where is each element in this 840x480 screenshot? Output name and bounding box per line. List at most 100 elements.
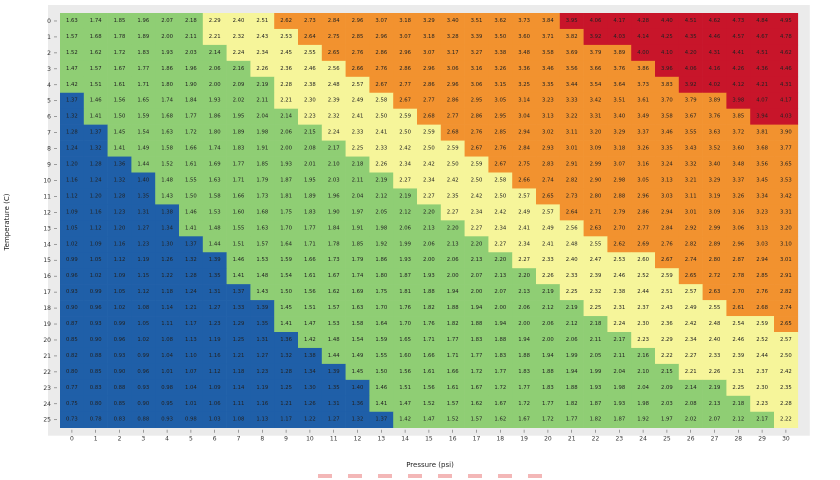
cell-value-label: 4.62 <box>709 18 721 24</box>
heatmap-cell <box>274 363 299 381</box>
heatmap-cell <box>678 108 703 125</box>
heatmap-cell <box>60 188 85 205</box>
cell-value-label: 1.19 <box>256 385 268 391</box>
cell-value-label: 2.82 <box>780 289 792 295</box>
cell-value-label: 1.50 <box>185 193 197 199</box>
heatmap-cell <box>369 13 394 30</box>
cell-value-label: 1.49 <box>352 353 364 359</box>
heatmap-cell <box>226 13 251 30</box>
heatmap-cell <box>750 379 775 397</box>
heatmap-cell <box>750 76 775 94</box>
cell-value-label: 2.65 <box>328 50 340 56</box>
cell-value-label: 1.63 <box>256 225 268 231</box>
y-tick-label: 20 <box>43 337 51 344</box>
cell-value-label: 3.71 <box>542 34 554 40</box>
cell-value-label: 2.49 <box>352 98 364 104</box>
cell-value-label: 1.82 <box>590 417 602 423</box>
heatmap-cell <box>583 156 608 173</box>
cell-value-label: 2.53 <box>613 257 625 263</box>
heatmap-cell <box>179 284 204 301</box>
cell-value-label: 3.48 <box>518 50 530 56</box>
cell-value-label: 1.42 <box>304 337 316 343</box>
cell-value-label: 1.01 <box>161 369 173 375</box>
cell-value-label: 1.16 <box>90 209 102 215</box>
heatmap-cell <box>559 172 584 189</box>
cell-value-label: 1.12 <box>137 289 149 295</box>
cell-value-label: 3.62 <box>494 18 506 24</box>
heatmap-cell <box>583 236 608 253</box>
y-tick-label: 23 <box>43 385 51 392</box>
cell-value-label: 2.42 <box>494 209 506 215</box>
heatmap-cell <box>512 332 537 349</box>
cell-value-label: 1.13 <box>185 337 197 343</box>
heatmap-cell <box>83 140 108 157</box>
cell-value-label: 3.45 <box>756 177 768 183</box>
heatmap-cell <box>488 92 513 109</box>
cell-value-label: 1.30 <box>161 241 173 247</box>
heatmap-cell <box>464 156 489 173</box>
cell-value-label: 1.45 <box>114 130 126 136</box>
cell-value-label: 1.63 <box>161 130 173 136</box>
heatmap-cell <box>512 236 537 253</box>
cell-value-label: 2.49 <box>542 225 554 231</box>
cell-value-label: 3.60 <box>732 146 744 152</box>
heatmap-cell <box>559 395 584 413</box>
cell-value-label: 2.33 <box>352 130 364 136</box>
cell-value-label: 3.81 <box>756 130 768 136</box>
heatmap-cell <box>83 188 108 205</box>
heatmap-cell <box>655 268 680 285</box>
cell-value-label: 1.48 <box>209 225 221 231</box>
cell-value-label: 1.17 <box>280 417 292 423</box>
cell-value-label: 2.79 <box>613 209 625 215</box>
cell-value-label: 1.72 <box>542 417 554 423</box>
cell-value-label: 2.03 <box>328 177 340 183</box>
cell-value-label: 2.42 <box>780 369 792 375</box>
heatmap-cell <box>774 44 799 62</box>
heatmap-cell <box>512 172 537 189</box>
cell-value-label: 1.46 <box>375 385 387 391</box>
cell-value-label: 1.69 <box>209 162 221 168</box>
cell-value-label: 3.72 <box>732 130 744 136</box>
heatmap-cell <box>345 332 370 349</box>
heatmap-cell <box>702 60 727 78</box>
heatmap-cell <box>726 44 751 62</box>
heatmap-cell <box>393 44 418 62</box>
heatmap-cell <box>274 60 299 78</box>
cell-value-label: 1.63 <box>209 177 221 183</box>
cell-value-label: 1.28 <box>66 130 78 136</box>
cell-value-label: 4.06 <box>590 18 602 24</box>
cell-value-label: 1.99 <box>399 241 411 247</box>
heatmap-cell <box>202 316 227 333</box>
heatmap-cell <box>83 28 108 46</box>
cell-value-label: 3.73 <box>518 18 530 24</box>
cell-value-label: 4.35 <box>685 34 697 40</box>
cell-value-label: 1.35 <box>256 321 268 327</box>
cell-value-label: 2.42 <box>685 321 697 327</box>
cell-value-label: 2.96 <box>732 241 744 247</box>
heatmap-cell <box>631 332 656 349</box>
cell-value-label: 2.95 <box>494 114 506 120</box>
heatmap-cell <box>702 204 727 221</box>
cell-value-label: 2.33 <box>709 353 721 359</box>
heatmap-cell <box>702 332 727 349</box>
cell-value-label: 1.82 <box>566 401 578 407</box>
cell-value-label: 1.23 <box>209 321 221 327</box>
cell-value-label: 3.40 <box>613 114 625 120</box>
heatmap-cell <box>250 13 275 30</box>
heatmap-cell <box>774 252 799 269</box>
cell-value-label: 1.95 <box>233 114 245 120</box>
heatmap-cells <box>60 13 799 428</box>
heatmap-cell <box>726 60 751 78</box>
heatmap-cell <box>107 268 132 285</box>
heatmap-cell <box>607 252 632 269</box>
cell-value-label: 3.20 <box>780 225 792 231</box>
cell-value-label: 2.28 <box>280 82 292 88</box>
heatmap-cell <box>298 28 323 46</box>
heatmap-cell <box>750 268 775 285</box>
cell-value-label: 1.89 <box>233 130 245 136</box>
heatmap-cell <box>440 28 465 46</box>
cell-value-label: 2.70 <box>732 289 744 295</box>
heatmap-cell <box>417 236 442 253</box>
heatmap-cell <box>583 252 608 269</box>
heatmap-cell <box>512 108 537 125</box>
